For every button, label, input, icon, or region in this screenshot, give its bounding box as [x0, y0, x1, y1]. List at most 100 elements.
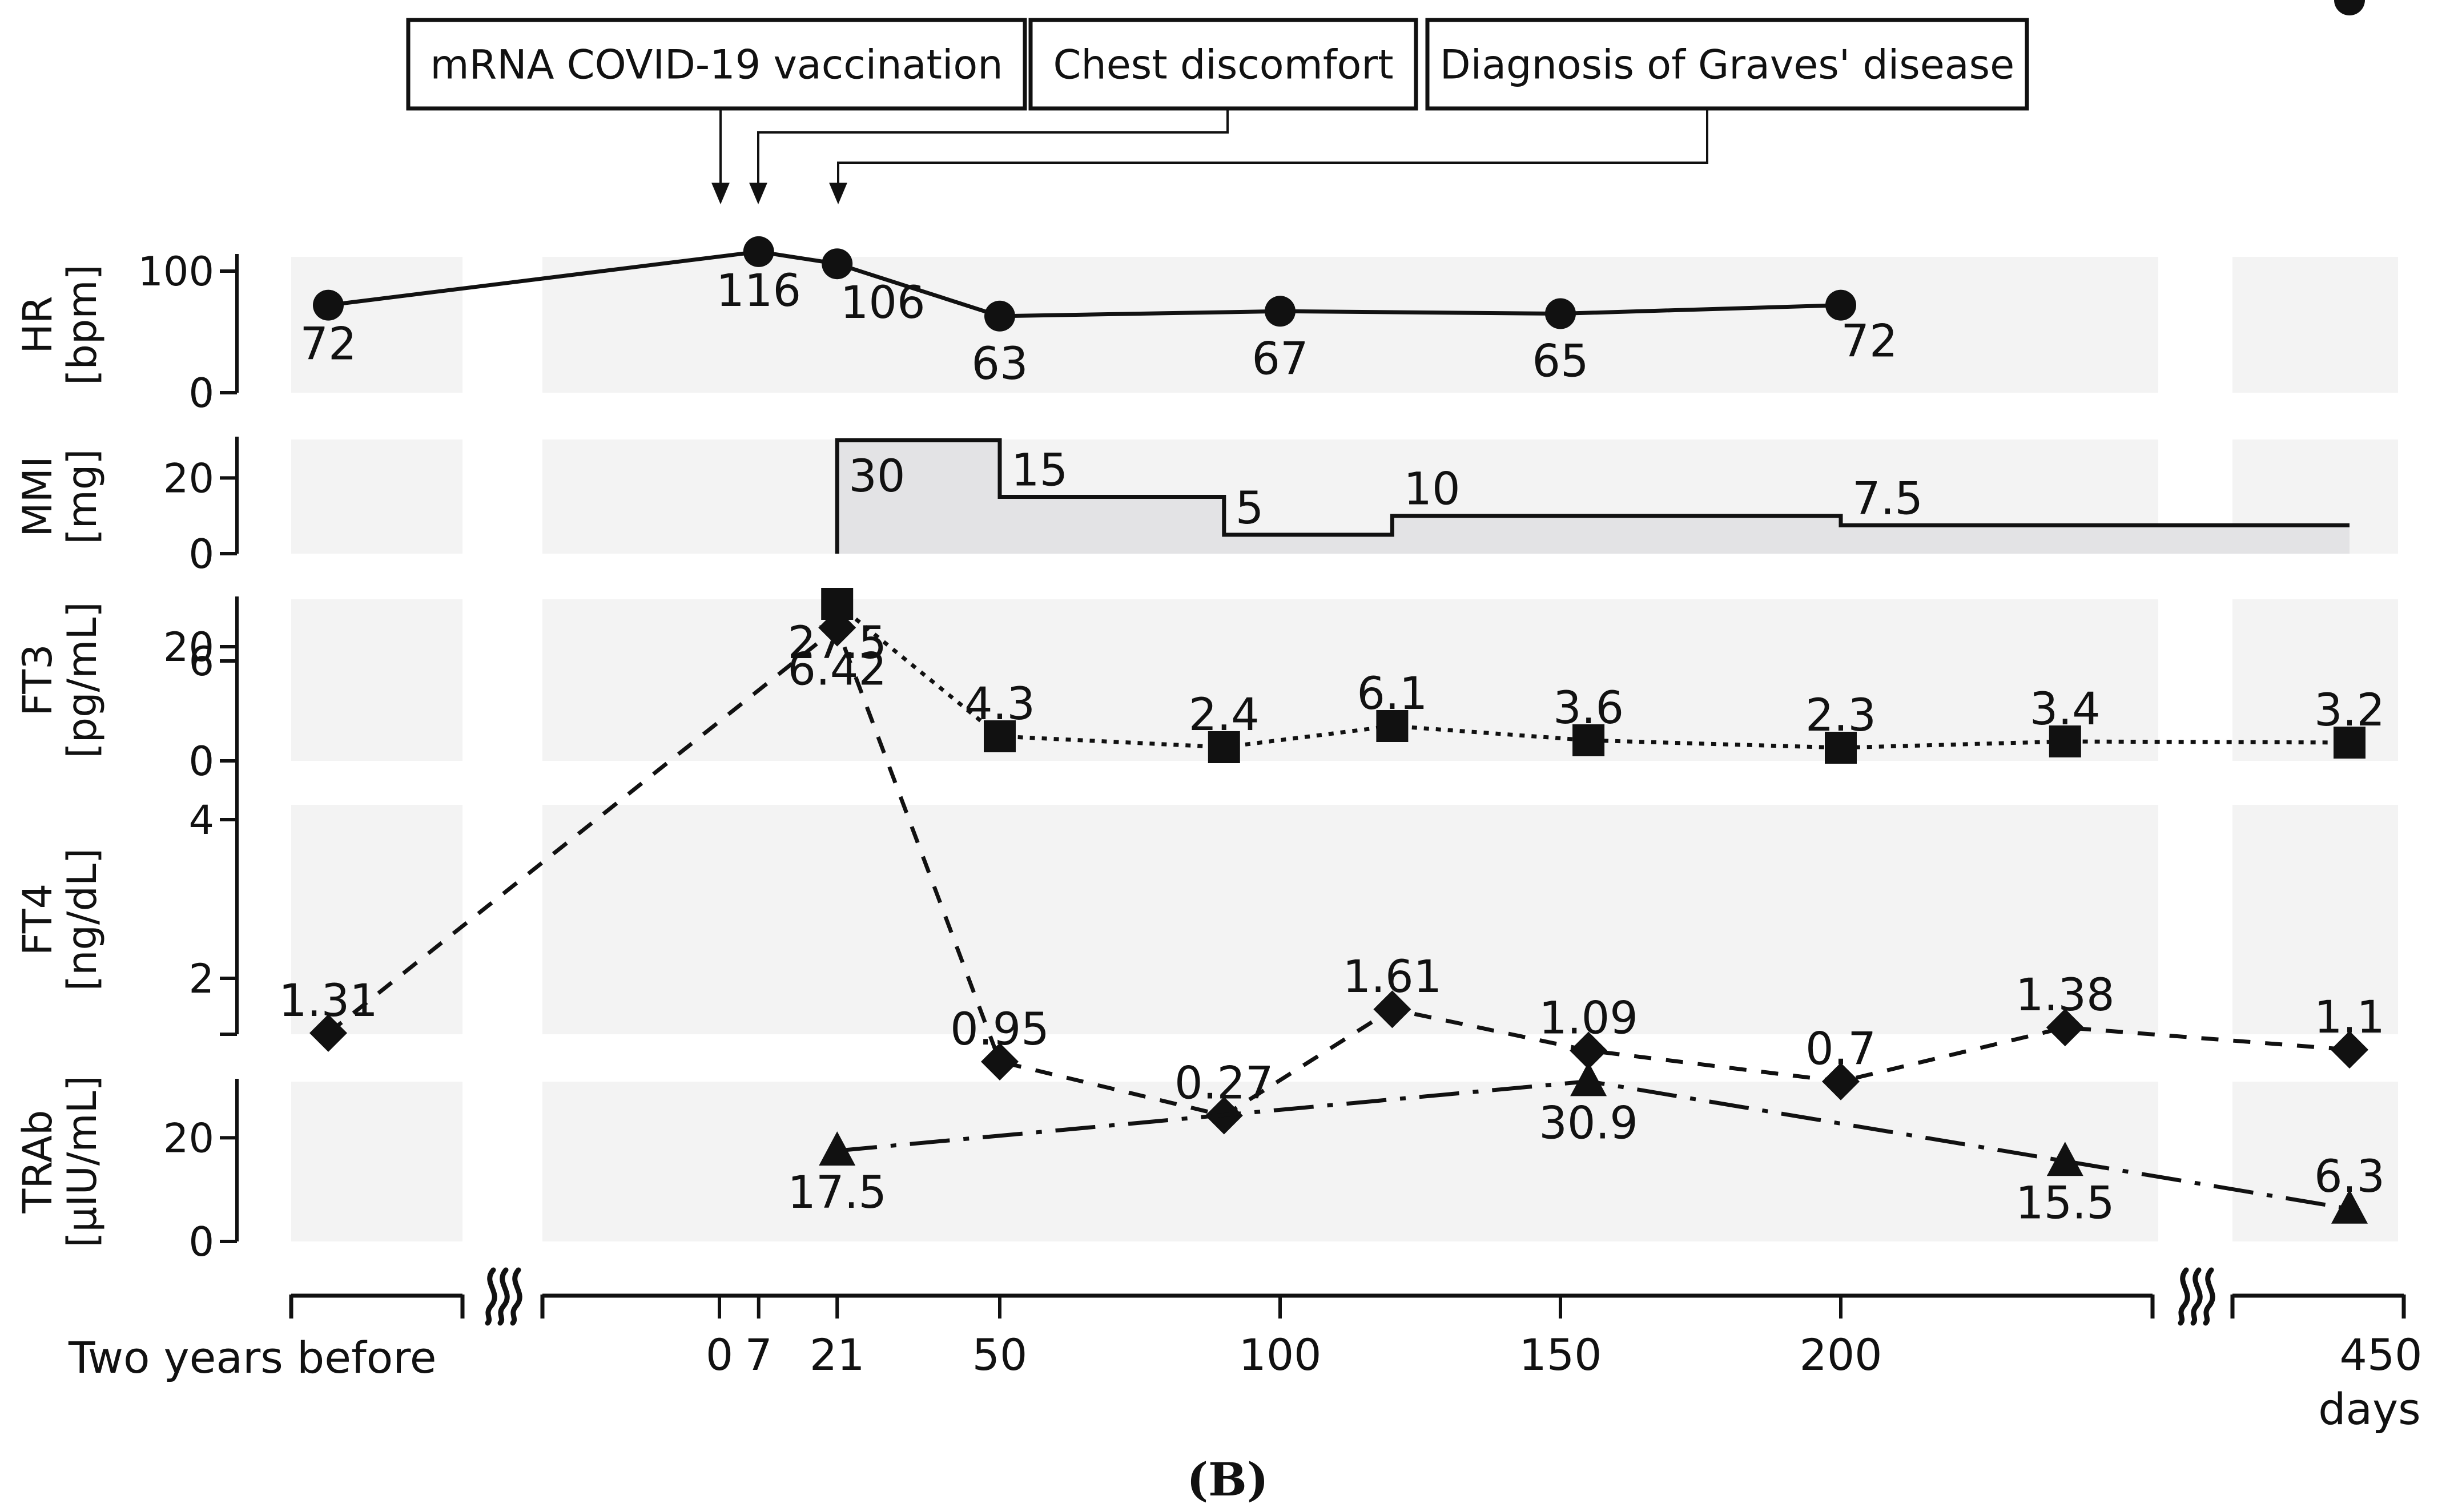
panel-band-3-0: [291, 805, 462, 1034]
data-point: [1825, 732, 1857, 764]
y-tick-label: 6: [188, 638, 214, 685]
mmi-dose-label: 5: [1236, 483, 1264, 534]
data-label: 3.2: [2314, 685, 2385, 736]
y-tick-label: 20: [163, 624, 214, 671]
x-tick-label: 50: [972, 1329, 1028, 1380]
event-connector-2: [837, 108, 1708, 183]
data-point: [2334, 727, 2366, 759]
data-label: 15.5: [2016, 1178, 2115, 1229]
y-tick-label: 2: [188, 955, 214, 1002]
panel-band-2-2: [2232, 599, 2398, 761]
y-axis-unit: [bpm]: [59, 264, 106, 385]
axis-break-icon: [2178, 1267, 2190, 1326]
data-label: 106: [840, 277, 926, 329]
event-arrowhead-1: [749, 183, 767, 204]
data-label: 6.1: [1357, 668, 1427, 720]
y-axis-label: FT3: [14, 644, 61, 716]
axis-break-icon: [497, 1267, 510, 1326]
mmi-dose-label: 7.5: [1852, 473, 1923, 525]
y-axis-label: TRAb: [14, 1110, 61, 1214]
data-label: 1.31: [279, 975, 378, 1027]
data-point: [1208, 731, 1240, 763]
x-unit-label: days: [2318, 1384, 2420, 1434]
panel-band-3-1: [542, 805, 2158, 1034]
y-tick-label: 0: [188, 531, 214, 578]
data-point: [1825, 289, 1856, 321]
x-axis: 0 7 21 50 100 150 200 450 Two years before days: [68, 1267, 2423, 1434]
x-tick-label: 21: [810, 1329, 865, 1380]
x-tick-label: 450: [2339, 1329, 2422, 1380]
data-point: [822, 248, 853, 280]
data-label: 1.38: [2016, 970, 2115, 1021]
data-point: [1265, 296, 1296, 327]
data-point: [981, 1042, 1019, 1080]
data-label: 65: [1532, 336, 1588, 388]
panel-band-2-0: [291, 599, 462, 761]
data-label: 72: [1841, 316, 1897, 368]
data-point: [818, 608, 856, 647]
data-label: 4.3: [964, 679, 1035, 730]
y-tick-label: 4: [188, 797, 214, 844]
mmi-dose-label: 10: [1403, 464, 1460, 515]
data-label: 1.09: [1539, 993, 1638, 1044]
data-label: 6.42: [787, 644, 887, 696]
event-arrowhead-0: [711, 183, 730, 204]
panel-band-3-2: [2232, 805, 2398, 1034]
figure-panel-caption: (B): [1186, 1453, 1268, 1506]
panel-band-4-2: [2232, 1082, 2398, 1241]
data-label: 6.3: [2314, 1151, 2385, 1203]
y-axis-label: MMI: [14, 456, 61, 537]
data-label: 63: [971, 338, 1028, 390]
y-tick-label: 0: [188, 370, 214, 417]
panel-band-0-0: [291, 257, 462, 393]
event-box-2: [1425, 18, 2029, 111]
y-tick-label: 100: [138, 248, 214, 295]
mmi-dose-label: 15: [1011, 445, 1068, 497]
event-label-0: mRNA COVID-19 vaccination: [430, 42, 1003, 88]
panel-band-4-0: [291, 1082, 462, 1241]
axis-break-icon: [485, 1267, 497, 1326]
data-point: [2049, 725, 2081, 757]
axis-break-icon: [2203, 1267, 2215, 1326]
panel-background-bands: [291, 257, 2398, 1241]
data-label: 72: [300, 319, 356, 370]
axis-break-icon: [510, 1267, 522, 1326]
event-arrowhead-2: [829, 183, 847, 204]
series-line: [836, 602, 2350, 750]
y-tick-label: 0: [188, 531, 214, 578]
data-point: [1570, 1062, 1607, 1096]
data-label: 1.61: [1343, 951, 1442, 1003]
data-point: [984, 720, 1016, 752]
data-label: 3.6: [1553, 683, 1624, 734]
data-point: [819, 1131, 856, 1166]
panel-band-4-1: [542, 1082, 2158, 1241]
event-connector-1: [757, 108, 1229, 183]
x-tick-label: 150: [1519, 1329, 1602, 1380]
mmi-dose-label: 30: [848, 451, 905, 502]
data-point: [1822, 1062, 1860, 1100]
data-label: 3.4: [2030, 684, 2101, 735]
data-point: [1572, 724, 1605, 756]
y-axis-unit: [mg]: [59, 449, 106, 544]
data-point: [309, 1014, 347, 1052]
data-point: [2046, 1009, 2084, 1047]
data-label: 116: [716, 265, 801, 317]
y-tick-label: 0: [188, 738, 214, 785]
y-axis-label: FT4: [14, 884, 61, 955]
data-point: [2331, 1031, 2368, 1069]
x-tick-label: 7: [745, 1329, 773, 1380]
y-axis-label: HR: [14, 296, 61, 353]
data-label: 17.5: [787, 1167, 887, 1219]
data-label: 0.27: [1174, 1058, 1274, 1109]
event-label-2: Diagnosis of Graves' disease: [1440, 42, 2014, 88]
y-tick-label: 0: [188, 370, 214, 417]
y-tick-label: 0: [188, 1219, 214, 1265]
x-tick-label: 0: [706, 1329, 733, 1380]
data-point: [984, 300, 1015, 332]
data-point: [1545, 298, 1576, 329]
axis-break-icon: [2190, 1267, 2203, 1326]
y-tick-label: 20: [163, 455, 214, 502]
mmi-dose-step-line: [835, 438, 2350, 554]
